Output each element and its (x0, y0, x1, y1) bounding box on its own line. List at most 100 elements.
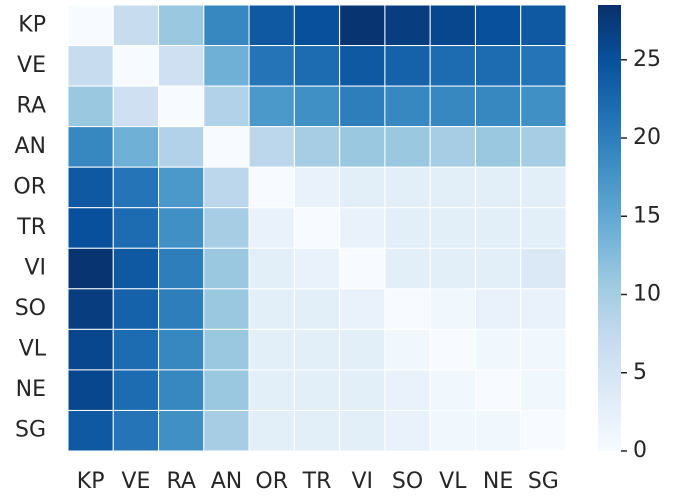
heatmap-cell (67, 126, 114, 168)
heatmap-cell (203, 207, 250, 249)
heatmap-cell (67, 409, 114, 452)
heatmap-cell (67, 4, 114, 47)
heatmap-cell (248, 45, 295, 87)
colorbar-tick-label: 20 (633, 125, 661, 150)
heatmap-cell (429, 45, 476, 87)
heatmap-cell (429, 126, 476, 168)
heatmap-cell (67, 288, 114, 330)
colorbar (598, 5, 621, 451)
heatmap-cell (67, 207, 114, 249)
heatmap-cell (520, 247, 567, 290)
heatmap-cell (474, 247, 522, 290)
heatmap-cell (112, 85, 160, 128)
heatmap-cell (248, 328, 295, 371)
heatmap-cell (248, 4, 295, 47)
heatmap-cell (474, 4, 522, 47)
heatmap-cell (474, 45, 522, 87)
heatmap-cell (158, 328, 205, 371)
heatmap-cell (429, 85, 476, 128)
heatmap-cell (339, 369, 386, 411)
heatmap-cell (384, 247, 431, 290)
heatmap-cell (384, 126, 431, 168)
heatmap-cell (474, 288, 522, 330)
heatmap-cell (339, 207, 386, 249)
y-tick-label: KP (18, 12, 46, 37)
y-tick-label: TR (16, 215, 46, 240)
heatmap-cell (339, 45, 386, 87)
heatmap-cell (112, 409, 160, 452)
heatmap-cell (429, 247, 476, 290)
heatmap-cell (520, 126, 567, 168)
heatmap-cell (520, 45, 567, 87)
heatmap-cell (203, 166, 250, 209)
heatmap-cell (158, 126, 205, 168)
heatmap-cell (112, 126, 160, 168)
heatmap-cell (384, 288, 431, 330)
heatmap-cell (474, 369, 522, 411)
heatmap-cell (339, 166, 386, 209)
x-tick-label: SO (392, 469, 423, 494)
heatmap-cell (520, 85, 567, 128)
heatmap-cell (339, 126, 386, 168)
heatmap-cell (384, 328, 431, 371)
heatmap-cell (293, 207, 341, 249)
heatmap-cell (158, 247, 205, 290)
heatmap-cell (339, 4, 386, 47)
heatmap-cell (339, 328, 386, 371)
heatmap-cell (384, 207, 431, 249)
heatmap-cell (248, 409, 295, 452)
heatmap-cell (429, 369, 476, 411)
heatmap-cell (248, 85, 295, 128)
heatmap-cell (474, 126, 522, 168)
heatmap-cell (112, 247, 160, 290)
heatmap-cell (248, 247, 295, 290)
y-tick-label: OR (13, 174, 46, 199)
heatmap-cell (384, 166, 431, 209)
heatmap-cell (293, 85, 341, 128)
heatmap-cell (67, 369, 114, 411)
heatmap-cell (429, 328, 476, 371)
heatmap-cell (158, 85, 205, 128)
y-tick-label: SO (15, 296, 46, 321)
x-tick-label: VI (351, 469, 373, 494)
heatmap-cell (429, 166, 476, 209)
heatmap-cell (203, 288, 250, 330)
x-tick-label: RA (166, 469, 195, 494)
heatmap-cell (384, 409, 431, 452)
y-tick-label: RA (17, 93, 46, 118)
heatmap-cell (520, 207, 567, 249)
y-tick-label: AN (14, 134, 46, 159)
x-tick-label: SG (528, 469, 559, 494)
heatmap-cell (293, 409, 341, 452)
y-tick-label: VL (19, 337, 47, 362)
x-tick-label: VL (439, 469, 467, 494)
colorbar-tick-label: 10 (633, 282, 661, 307)
heatmap-cell (520, 166, 567, 209)
heatmap-cell (158, 45, 205, 87)
heatmap-cell (339, 247, 386, 290)
heatmap-cell (158, 288, 205, 330)
heatmap-cell (293, 247, 341, 290)
y-tick-label: VE (17, 53, 46, 78)
heatmap-cell (112, 207, 160, 249)
heatmap-cell (474, 85, 522, 128)
heatmap-cell (384, 4, 431, 47)
heatmap-cell (248, 288, 295, 330)
x-tick-label: AN (211, 469, 243, 494)
x-tick-label: NE (483, 469, 513, 494)
heatmap-cell (67, 328, 114, 371)
heatmap-cell (293, 328, 341, 371)
heatmap-cell (112, 328, 160, 371)
heatmap-cell (293, 288, 341, 330)
heatmap-cell (112, 4, 160, 47)
heatmap-cell (112, 45, 160, 87)
colorbar-tick-label: 15 (633, 203, 661, 228)
colorbar-tick-label: 5 (633, 360, 647, 385)
heatmap-cell (520, 369, 567, 411)
heatmap-cell (67, 247, 114, 290)
heatmap-cell (474, 207, 522, 249)
heatmap-cell (248, 126, 295, 168)
heatmap-cell (67, 45, 114, 87)
heatmap-cell (384, 85, 431, 128)
